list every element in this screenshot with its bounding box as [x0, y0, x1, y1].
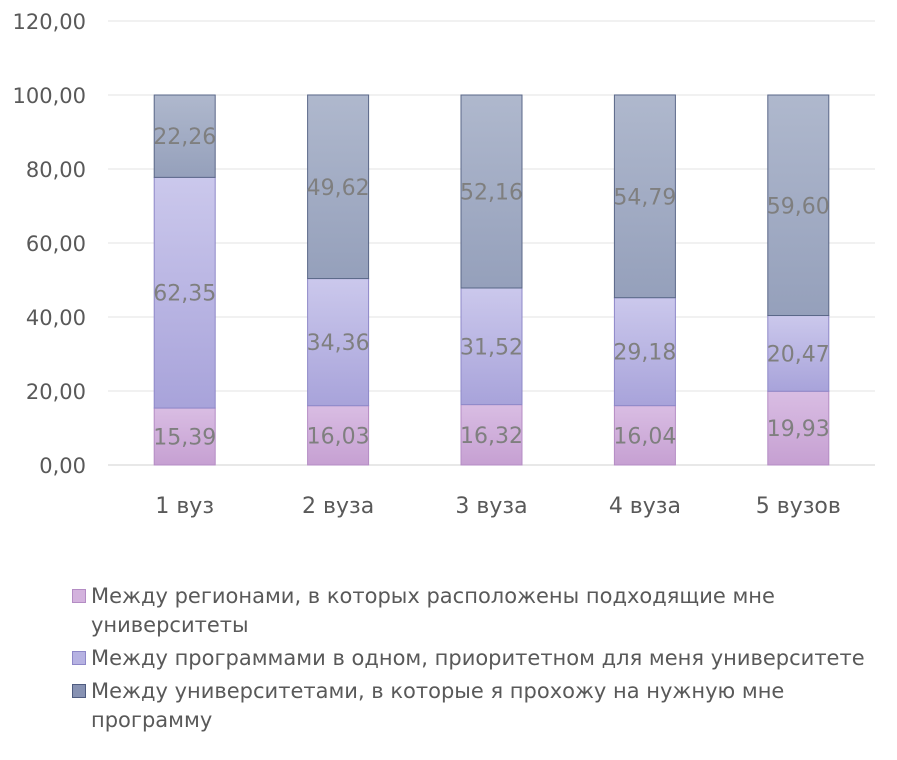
- legend-label-programs: Между программами в одном, приоритетном …: [91, 646, 865, 670]
- data-label: 15,39: [153, 426, 216, 451]
- x-axis: 1 вуз 2 вуза 3 вуза 4 вуза 5 вузов: [155, 494, 840, 519]
- legend-item-programs: Между программами в одном, приоритетном …: [72, 644, 872, 673]
- bar-segment: [613, 405, 676, 466]
- bar-segment: [153, 176, 216, 409]
- bar-segment: [767, 94, 830, 317]
- legend-swatch-regions: [72, 589, 86, 603]
- bars: 15,39 62,35 22,26 16,03 34,36 49,62 16,32 31,52…: [153, 94, 830, 466]
- bar-segment: [460, 287, 523, 406]
- bar-segment: [307, 94, 370, 280]
- x-tick-label: 3 вуза: [455, 494, 527, 519]
- x-tick-label: 1 вуз: [155, 494, 214, 519]
- legend-swatch-universities: [72, 684, 86, 698]
- bar-segment: [307, 278, 370, 407]
- data-label: 22,26: [153, 125, 216, 150]
- y-tick-label: 120,00: [13, 10, 86, 34]
- bar-segment: [153, 407, 216, 466]
- data-label: 62,35: [153, 282, 216, 307]
- legend-label-universities: Между университетами, в которые я прохож…: [91, 679, 785, 732]
- x-tick-label: 5 вузов: [756, 494, 841, 519]
- y-tick-label: 100,00: [13, 84, 86, 108]
- bar-segment: [613, 297, 676, 407]
- legend-item-universities: Между университетами, в которые я прохож…: [72, 677, 872, 735]
- y-tick-label: 0,00: [39, 454, 86, 478]
- data-label: 16,03: [307, 424, 370, 449]
- y-axis: 0,00 20,00 40,00 60,00 80,00 100,00 120,00: [13, 10, 86, 478]
- data-label: 49,62: [307, 176, 370, 201]
- data-label: 54,79: [613, 185, 676, 210]
- bar-segment: [460, 404, 523, 466]
- data-label: 16,32: [460, 424, 523, 449]
- data-label: 59,60: [767, 194, 830, 219]
- bar-segment: [153, 94, 216, 178]
- legend-item-regions: Между регионами, в которых расположены п…: [72, 582, 872, 640]
- data-label: 52,16: [460, 180, 523, 205]
- data-label: 20,47: [767, 342, 830, 367]
- y-tick-label: 60,00: [26, 232, 86, 256]
- legend: Между регионами, в которых расположены п…: [72, 582, 872, 739]
- bar-segment: [307, 405, 370, 466]
- x-tick-label: 2 вуза: [302, 494, 374, 519]
- data-label: 31,52: [460, 335, 523, 360]
- bar-segment: [767, 390, 830, 466]
- data-label: 19,93: [767, 417, 830, 442]
- bar-segment: [613, 94, 676, 299]
- y-tick-label: 20,00: [26, 380, 86, 404]
- x-tick-label: 4 вуза: [609, 494, 681, 519]
- legend-swatch-programs: [72, 651, 86, 665]
- data-label: 34,36: [307, 331, 370, 356]
- data-label: 16,04: [613, 424, 676, 449]
- data-label: 29,18: [613, 341, 676, 366]
- bar-segment: [767, 315, 830, 392]
- legend-label-regions: Между регионами, в которых расположены п…: [91, 584, 775, 637]
- bar-segment: [460, 94, 523, 289]
- y-tick-label: 80,00: [26, 158, 86, 182]
- stacked-bar-chart: 0,00 20,00 40,00 60,00 80,00 100,00 120,00 15,…: [13, 10, 875, 519]
- y-tick-label: 40,00: [26, 306, 86, 330]
